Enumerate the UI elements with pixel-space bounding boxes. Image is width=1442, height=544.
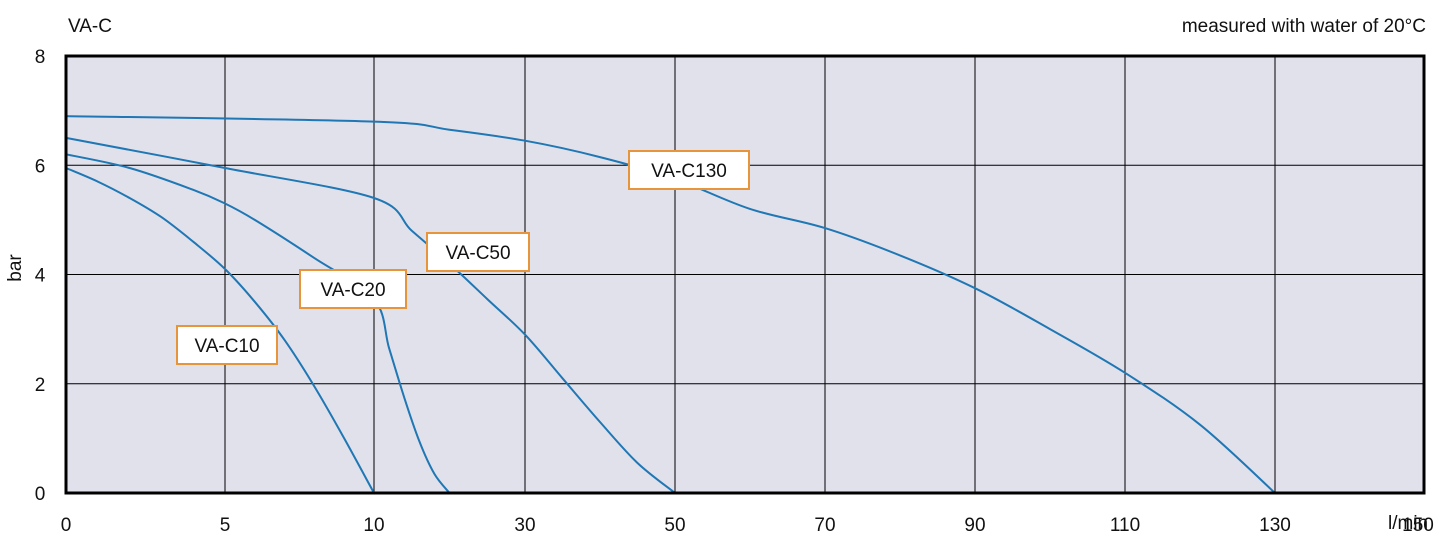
y-tick-label: 8 (35, 47, 46, 68)
measurement-note: measured with water of 20°C (1181, 16, 1426, 37)
x-tick-label: 110 (1110, 515, 1140, 536)
y-tick-label: 6 (35, 156, 46, 177)
chart-title: VA-C (68, 16, 112, 37)
x-tick-label: 150 (1402, 515, 1434, 536)
series-label: VA-C20 (320, 280, 385, 301)
y-tick-label: 4 (35, 266, 46, 287)
x-tick-label: 30 (514, 515, 535, 536)
series-label-box (299, 269, 407, 309)
y-tick-label: 2 (35, 375, 46, 396)
x-tick-label: 70 (814, 515, 835, 536)
x-tick-label: 5 (220, 515, 231, 536)
x-tick-label: 90 (964, 515, 985, 536)
x-tick-label: 0 (61, 515, 72, 536)
series-label: VA-C130 (651, 161, 727, 182)
series-label-box (176, 325, 278, 365)
series-label: VA-C10 (194, 336, 259, 357)
x-tick-label: 10 (363, 515, 384, 536)
series-label: VA-C50 (445, 243, 510, 264)
plot-frame (64, 54, 1426, 495)
series-line-va-c10 (65, 167, 375, 494)
series-label-box (628, 150, 750, 190)
x-axis-unit: l/min (1388, 513, 1429, 534)
series-line-va-c50 (65, 136, 676, 494)
series-line-va-c130 (65, 115, 1276, 494)
x-tick-label: 50 (664, 515, 685, 536)
x-tick-label: 130 (1259, 515, 1291, 536)
y-tick-label: 0 (35, 484, 46, 505)
series-label-box (426, 232, 530, 272)
